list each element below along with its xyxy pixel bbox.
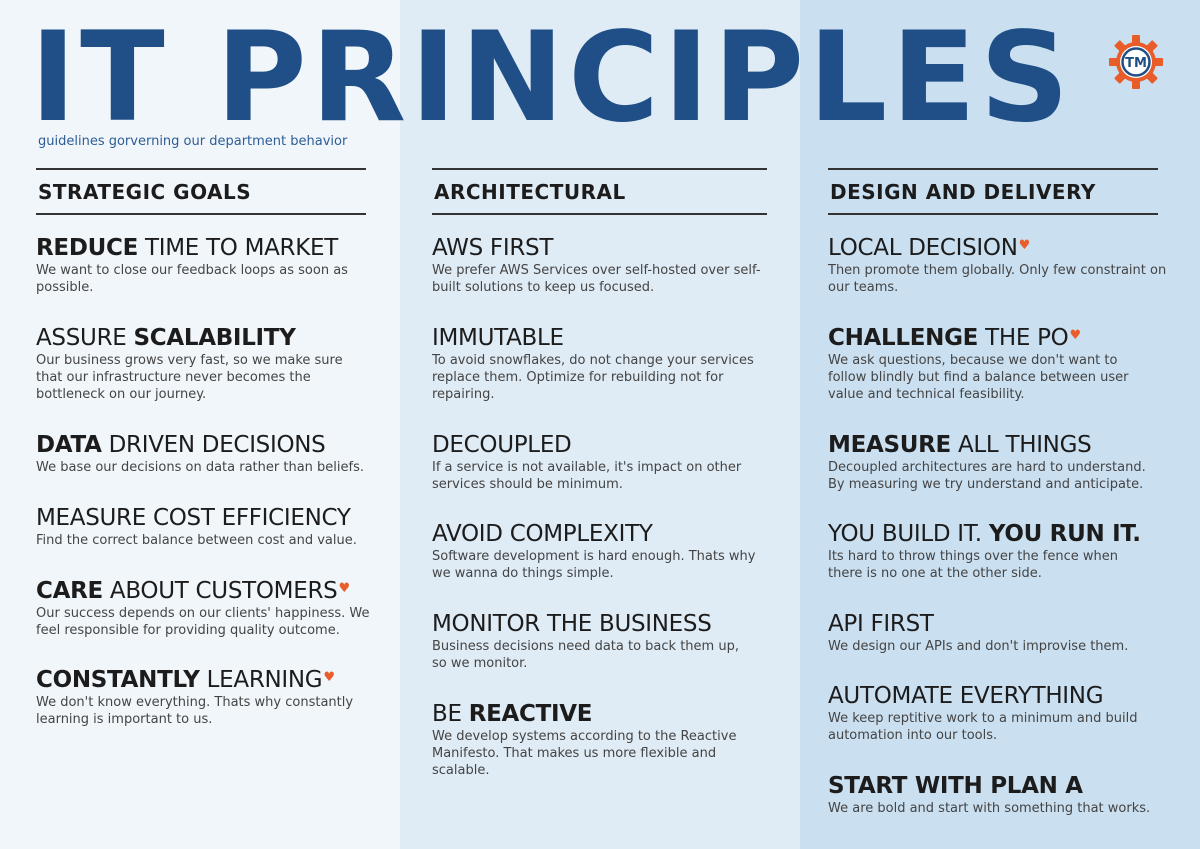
principle-description: We don't know everything. Thats why cons… bbox=[36, 695, 354, 727]
column-strategic-goals: STRATEGIC GOALS REDUCE TIME TO MARKET We… bbox=[36, 168, 369, 727]
principle-title: CHALLENGE THE PO♥ bbox=[828, 325, 1081, 351]
column-architectural: ARCHITECTURAL AWS FIRST We prefer AWS Se… bbox=[432, 168, 767, 778]
principle-item: CHALLENGE THE PO♥ We ask questions, beca… bbox=[828, 324, 1173, 403]
principle-item: AUTOMATE EVERYTHING We keep reptitive wo… bbox=[828, 682, 1173, 744]
principle-description: Find the correct balance between cost an… bbox=[36, 533, 357, 548]
principle-item: AWS FIRST We prefer AWS Services over se… bbox=[432, 234, 777, 296]
column-heading: ARCHITECTURAL bbox=[432, 168, 767, 215]
principle-description: We want to close our feedback loops as s… bbox=[36, 263, 348, 295]
principle-description: If a service is not available, it's impa… bbox=[432, 460, 742, 492]
principle-description: We ask questions, because we don't want … bbox=[828, 353, 1129, 402]
principle-title: AUTOMATE EVERYTHING bbox=[828, 683, 1104, 709]
column-heading: DESIGN AND DELIVERY bbox=[828, 168, 1158, 215]
principle-title: LOCAL DECISION♥ bbox=[828, 235, 1031, 261]
page-title: IT PRINCIPLES bbox=[30, 6, 1074, 150]
principle-item: DATA DRIVEN DECISIONS We base our decisi… bbox=[36, 431, 381, 476]
heart-icon: ♥ bbox=[1069, 328, 1081, 343]
heart-icon: ♥ bbox=[323, 670, 335, 685]
principle-description: Then promote them globally. Only few con… bbox=[828, 263, 1167, 295]
principle-description: Our success depends on our clients' happ… bbox=[36, 606, 370, 638]
heart-icon: ♥ bbox=[338, 581, 350, 596]
principle-item: CONSTANTLY LEARNING♥ We don't know every… bbox=[36, 666, 381, 728]
principle-title: AWS FIRST bbox=[432, 235, 554, 261]
principle-item: BE REACTIVE We develop systems according… bbox=[432, 700, 777, 779]
principle-item: MEASURE ALL THINGS Decoupled architectur… bbox=[828, 431, 1173, 493]
principle-title: DECOUPLED bbox=[432, 432, 572, 458]
principle-title: START WITH PLAN A bbox=[828, 773, 1083, 799]
principle-item: MONITOR THE BUSINESS Business decisions … bbox=[432, 610, 777, 672]
principle-title: MEASURE ALL THINGS bbox=[828, 432, 1092, 458]
principle-title: BE REACTIVE bbox=[432, 701, 593, 727]
principle-title: YOU BUILD IT. YOU RUN IT. bbox=[828, 521, 1141, 547]
page-subtitle: guidelines gorverning our department beh… bbox=[38, 134, 348, 149]
principle-title: CARE ABOUT CUSTOMERS♥ bbox=[36, 578, 350, 604]
principle-item: ASSURE SCALABILITY Our business grows ve… bbox=[36, 324, 381, 403]
logo-text: TM bbox=[1125, 56, 1147, 71]
principle-description: Our business grows very fast, so we make… bbox=[36, 353, 343, 402]
principle-description: We are bold and start with something tha… bbox=[828, 801, 1151, 816]
column-heading: STRATEGIC GOALS bbox=[36, 168, 366, 215]
principle-title: API FIRST bbox=[828, 611, 934, 637]
principle-title: AVOID COMPLEXITY bbox=[432, 521, 653, 547]
column-background-strategic bbox=[0, 0, 400, 849]
principle-description: To avoid snowflakes, do not change your … bbox=[432, 353, 754, 402]
heart-icon: ♥ bbox=[1018, 238, 1031, 253]
principle-item: YOU BUILD IT. YOU RUN IT. Its hard to th… bbox=[828, 520, 1173, 582]
principle-title: REDUCE TIME TO MARKET bbox=[36, 235, 339, 261]
principle-title: MONITOR THE BUSINESS bbox=[432, 611, 712, 637]
principle-item: CARE ABOUT CUSTOMERS♥ Our success depend… bbox=[36, 577, 381, 639]
principle-description: We base our decisions on data rather tha… bbox=[36, 460, 364, 475]
principle-title: DATA DRIVEN DECISIONS bbox=[36, 432, 326, 458]
principle-description: Software development is hard enough. Tha… bbox=[432, 549, 756, 581]
principle-item: AVOID COMPLEXITY Software development is… bbox=[432, 520, 777, 582]
principle-item: MEASURE COST EFFICIENCY Find the correct… bbox=[36, 504, 381, 549]
principle-description: Business decisions need data to back the… bbox=[432, 639, 739, 671]
principle-item: LOCAL DECISION♥ Then promote them global… bbox=[828, 234, 1173, 296]
principle-title: MEASURE COST EFFICIENCY bbox=[36, 505, 351, 531]
principle-description: We develop systems according to the Reac… bbox=[432, 729, 737, 778]
principle-title: IMMUTABLE bbox=[432, 325, 564, 351]
principle-description: We prefer AWS Services over self-hosted … bbox=[432, 263, 761, 295]
principle-title: CONSTANTLY LEARNING♥ bbox=[36, 667, 335, 693]
gear-logo-icon: TM bbox=[1109, 35, 1163, 89]
principle-item: REDUCE TIME TO MARKET We want to close o… bbox=[36, 234, 381, 296]
principle-item: API FIRST We design our APIs and don't i… bbox=[828, 610, 1173, 655]
column-background-architectural bbox=[400, 0, 800, 849]
principle-description: Its hard to throw things over the fence … bbox=[828, 549, 1118, 581]
column-background-design bbox=[800, 0, 1200, 849]
principle-description: We design our APIs and don't improvise t… bbox=[828, 639, 1129, 654]
principle-item: START WITH PLAN A We are bold and start … bbox=[828, 772, 1173, 817]
principle-item: IMMUTABLE To avoid snowflakes, do not ch… bbox=[432, 324, 777, 403]
principle-title: ASSURE SCALABILITY bbox=[36, 325, 296, 351]
column-design-and-delivery: DESIGN AND DELIVERY LOCAL DECISION♥ Then… bbox=[828, 168, 1166, 816]
principle-item: DECOUPLED If a service is not available,… bbox=[432, 431, 777, 493]
principle-description: We keep reptitive work to a minimum and … bbox=[828, 711, 1138, 743]
principle-description: Decoupled architectures are hard to unde… bbox=[828, 460, 1146, 492]
